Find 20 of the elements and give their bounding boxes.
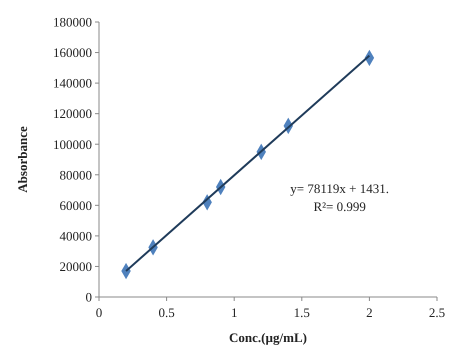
annotation: y= 78119x + 1431. <box>290 181 389 196</box>
y-tick-label: 60000 <box>60 198 92 213</box>
y-tick-label: 180000 <box>53 14 92 30</box>
y-tick-label: 80000 <box>60 167 92 182</box>
y-tick-label: 140000 <box>53 76 92 91</box>
x-tick-label: 1.5 <box>294 305 310 320</box>
y-tick-label: 100000 <box>53 136 92 152</box>
x-tick-label: 1 <box>230 305 238 320</box>
y-tick-label: 20000 <box>60 258 92 274</box>
y-tick-label: 40000 <box>60 228 92 244</box>
x-tick-label: 2.5 <box>428 305 446 320</box>
x-tick-label: 0.5 <box>158 305 175 320</box>
x-tick-label: 2 <box>366 305 373 320</box>
x-axis-title: Conc.(µg/mL) <box>229 330 307 345</box>
y-tick-label: 0 <box>86 290 92 305</box>
x-tick-label: 0 <box>96 305 102 320</box>
y-tick-label: 160000 <box>53 45 92 60</box>
y-axis-title: Absorbance <box>15 126 30 193</box>
annotation: R²= 0.999 <box>313 199 366 214</box>
y-tick-label: 120000 <box>53 106 92 122</box>
